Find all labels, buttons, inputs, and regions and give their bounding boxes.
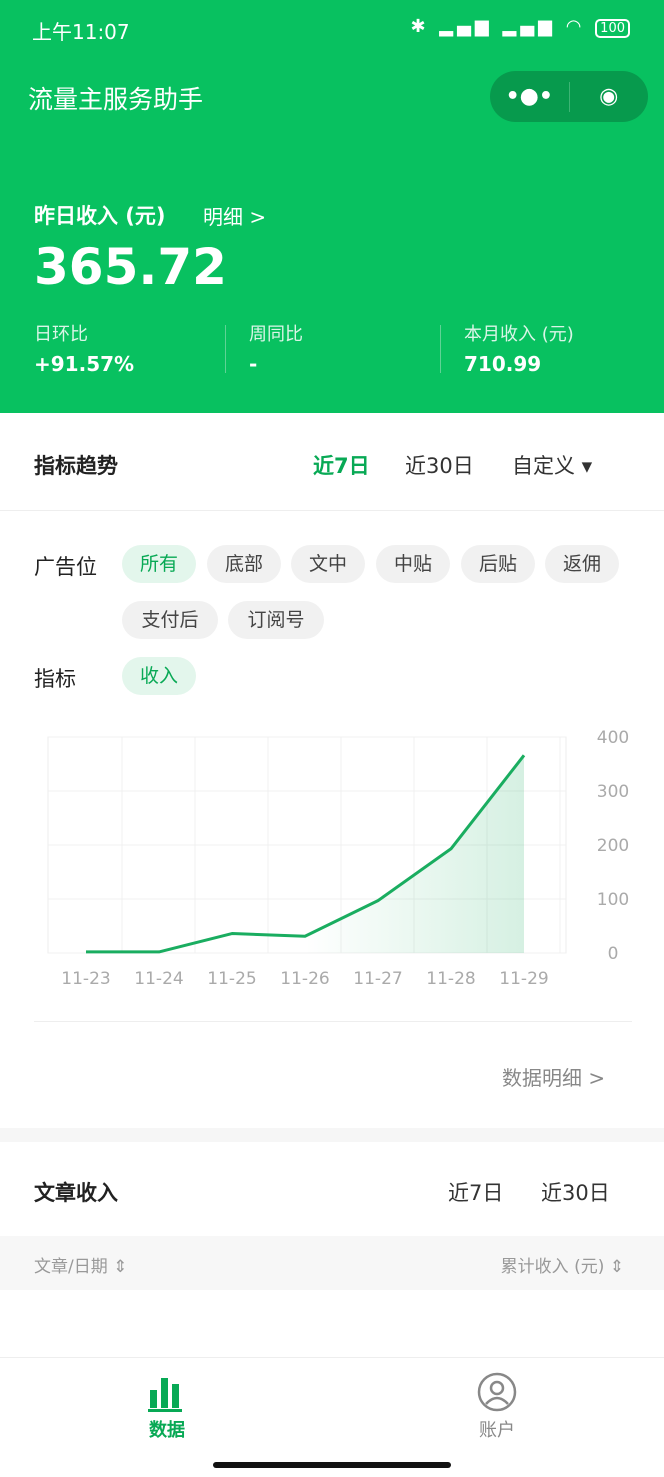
range-30d[interactable]: 近30日 (405, 454, 474, 478)
articles-range-7d[interactable]: 近7日 (448, 1181, 504, 1205)
x-tick-label: 11-28 (426, 969, 475, 989)
chip-subscription[interactable]: 订阅号 (228, 601, 324, 639)
chip-bottom[interactable]: 底部 (207, 545, 281, 583)
area-fill (86, 755, 524, 953)
stat-value: 710.99 (464, 352, 542, 376)
range-custom[interactable]: 自定义 ▾ (512, 454, 593, 478)
x-tick-label: 11-24 (134, 969, 183, 989)
y-tick-label: 300 (597, 782, 629, 802)
nav-account[interactable]: 账户 (457, 1372, 537, 1442)
stat-value: - (249, 352, 258, 376)
y-tick-label: 0 (608, 944, 619, 964)
stat-label: 周同比 (249, 324, 303, 345)
status-time: 上午11:07 (32, 20, 130, 44)
nav-label: 数据 (149, 1420, 185, 1441)
income-chart: 0 100 200 300 400 11-23 11-24 11-25 11-26 11-27 11… (47, 728, 629, 989)
trend-title: 指标趋势 (34, 454, 118, 478)
chip-all[interactable]: 所有 (122, 545, 196, 583)
home-indicator (213, 1462, 451, 1468)
x-tick-label: 11-25 (207, 969, 256, 989)
chip-mid[interactable]: 中贴 (376, 545, 450, 583)
capsule-menu: •●• ◉ (490, 71, 648, 122)
col-article[interactable]: 文章/日期 ⇕ (34, 1257, 128, 1277)
header: 上午11:07 ✱ ▂▄▆ ▂▄▆ ◠ 100 流量主服务助手 •●• ◉ 昨日收… (0, 0, 664, 413)
stat-label: 日环比 (34, 324, 88, 345)
stat-label: 本月收入 (元) (464, 324, 574, 345)
user-circle-icon (477, 1372, 517, 1412)
nav-data[interactable]: 数据 (127, 1372, 207, 1442)
col-income[interactable]: 累计收入 (元) ⇕ (500, 1257, 624, 1277)
chip-inline[interactable]: 文中 (291, 545, 365, 583)
y-tick-label: 400 (597, 728, 629, 748)
yesterday-value: 365.72 (34, 238, 227, 296)
data-detail-link[interactable]: 数据明细 > (502, 1066, 606, 1090)
bottom-nav: 数据 账户 (0, 1357, 664, 1477)
chip-after-pay[interactable]: 支付后 (122, 601, 218, 639)
chip-income[interactable]: 收入 (122, 657, 196, 695)
chip-rebate[interactable]: 返佣 (545, 545, 619, 583)
x-tick-label: 11-27 (353, 969, 402, 989)
metric-label: 指标 (34, 667, 76, 691)
nav-label: 账户 (479, 1420, 515, 1441)
bar-chart-icon (148, 1378, 182, 1412)
chip-post[interactable]: 后贴 (461, 545, 535, 583)
x-tick-label: 11-23 (61, 969, 110, 989)
articles-title: 文章收入 (34, 1181, 118, 1205)
status-icons: ✱ ▂▄▆ ▂▄▆ ◠ 100 (410, 16, 630, 38)
slot-label: 广告位 (34, 555, 97, 579)
more-dots-icon[interactable]: •●• (505, 84, 553, 109)
articles-range-30d[interactable]: 近30日 (541, 1181, 610, 1205)
stat-value: +91.57% (34, 352, 135, 376)
target-circle-icon[interactable]: ◉ (599, 84, 619, 109)
app-title: 流量主服务助手 (28, 85, 204, 114)
x-tick-label: 11-29 (499, 969, 548, 989)
yesterday-label: 昨日收入 (元) (34, 204, 166, 228)
y-tick-label: 100 (597, 890, 629, 910)
detail-link[interactable]: 明细 > (203, 205, 267, 229)
battery-icon: 100 (595, 19, 630, 38)
x-tick-label: 11-26 (280, 969, 329, 989)
range-7d[interactable]: 近7日 (313, 454, 370, 478)
y-tick-label: 200 (597, 836, 629, 856)
